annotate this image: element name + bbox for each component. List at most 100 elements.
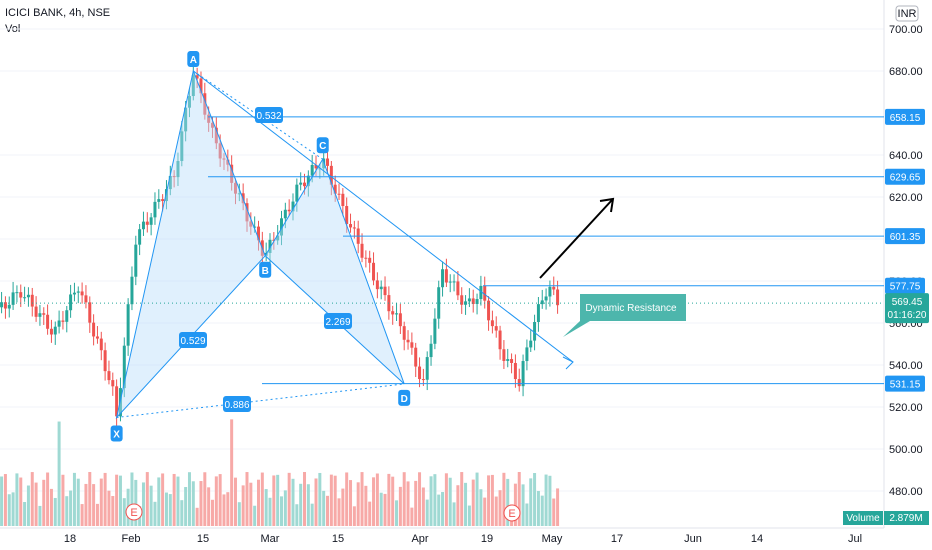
candle xyxy=(425,357,429,380)
volume-bar xyxy=(69,490,73,526)
candle xyxy=(322,158,326,169)
projection-arrow xyxy=(539,199,613,279)
candle xyxy=(149,217,153,225)
volume-bar xyxy=(429,476,433,526)
candle xyxy=(76,291,80,293)
candle xyxy=(329,165,333,185)
volume-bar xyxy=(157,477,161,526)
candle xyxy=(467,298,471,302)
candle xyxy=(379,286,383,290)
candle xyxy=(115,386,119,417)
candle xyxy=(130,276,134,305)
volume-bar xyxy=(414,480,418,526)
volume-bar xyxy=(326,495,330,526)
candle xyxy=(57,320,61,327)
volume-bar xyxy=(467,505,471,526)
candle xyxy=(53,326,57,335)
volume-bar xyxy=(187,472,191,526)
candle xyxy=(391,311,395,315)
candle xyxy=(540,300,544,305)
volume-bar xyxy=(260,472,264,526)
x-tick-label: 14 xyxy=(751,533,763,545)
candle xyxy=(490,320,494,327)
candle xyxy=(168,176,172,190)
candle xyxy=(444,269,448,283)
volume-bar xyxy=(80,504,84,526)
candle xyxy=(111,380,115,387)
volume-bar xyxy=(479,489,483,526)
price-level-badge xyxy=(885,228,925,245)
volume-bar xyxy=(529,478,533,526)
volume-bar xyxy=(46,472,50,526)
candle xyxy=(487,300,491,321)
volume-bar xyxy=(218,474,222,526)
candle xyxy=(99,338,103,351)
candle xyxy=(452,281,456,283)
volume-bar xyxy=(544,474,548,526)
candle xyxy=(88,302,92,323)
volume-bar xyxy=(264,489,268,526)
fib-ratio-badge xyxy=(255,107,283,123)
candle xyxy=(233,182,237,194)
volume-bar xyxy=(548,475,552,526)
volume-bar xyxy=(122,498,126,526)
volume-bar xyxy=(26,485,30,526)
candle xyxy=(471,298,475,304)
volume-bar xyxy=(253,505,257,526)
y-tick-label: 480.00 xyxy=(889,486,923,498)
candle xyxy=(191,75,195,97)
candle xyxy=(341,193,345,207)
volume-bar xyxy=(153,501,157,526)
candle xyxy=(42,313,46,315)
pattern-point-label: C xyxy=(319,141,326,152)
candle xyxy=(299,182,303,185)
candle xyxy=(107,371,111,381)
volume-bar xyxy=(352,506,356,526)
candle xyxy=(460,295,464,305)
candle xyxy=(69,294,73,311)
volume-bar xyxy=(536,491,540,526)
price-level-badge xyxy=(885,108,925,125)
pattern-bcd xyxy=(264,158,405,385)
x-tick-label: Feb xyxy=(122,533,141,545)
candle xyxy=(360,243,364,258)
x-tick-label: 17 xyxy=(611,533,623,545)
candle xyxy=(218,143,222,159)
pattern-point-badge xyxy=(187,51,200,67)
y-tick-label: 500.00 xyxy=(889,444,923,456)
x-tick-label: Jul xyxy=(848,533,862,545)
candle xyxy=(195,75,199,79)
x-tick-label: May xyxy=(542,533,563,545)
y-tick-label: 640.00 xyxy=(889,150,923,162)
candle xyxy=(433,318,437,344)
candle xyxy=(326,158,330,166)
volume-bar xyxy=(176,476,180,526)
candle xyxy=(475,299,479,304)
candle xyxy=(421,379,425,381)
fib-ratio-badge xyxy=(223,396,251,412)
volume-bar xyxy=(195,507,199,526)
volume-bar xyxy=(368,501,372,526)
volume-bar xyxy=(115,474,119,526)
y-tick-label: 520.00 xyxy=(889,402,923,414)
candle xyxy=(207,114,211,123)
volume-bar xyxy=(487,475,491,526)
candle xyxy=(180,131,184,162)
candle xyxy=(222,158,226,160)
candle xyxy=(349,224,353,228)
volume-bar xyxy=(164,492,168,526)
fib-ratio-value: 2.269 xyxy=(325,317,350,328)
last-price-badge xyxy=(885,293,929,324)
volume-bar xyxy=(61,474,65,526)
candle xyxy=(84,295,88,303)
candle xyxy=(15,292,19,294)
volume-bar xyxy=(222,494,226,526)
volume-bar xyxy=(3,474,7,526)
x-tick-label: 19 xyxy=(481,533,493,545)
volume-bar xyxy=(299,483,303,526)
volume-bar xyxy=(395,500,399,526)
volume-bar xyxy=(552,498,556,526)
candle xyxy=(226,159,230,165)
candle xyxy=(372,262,376,281)
